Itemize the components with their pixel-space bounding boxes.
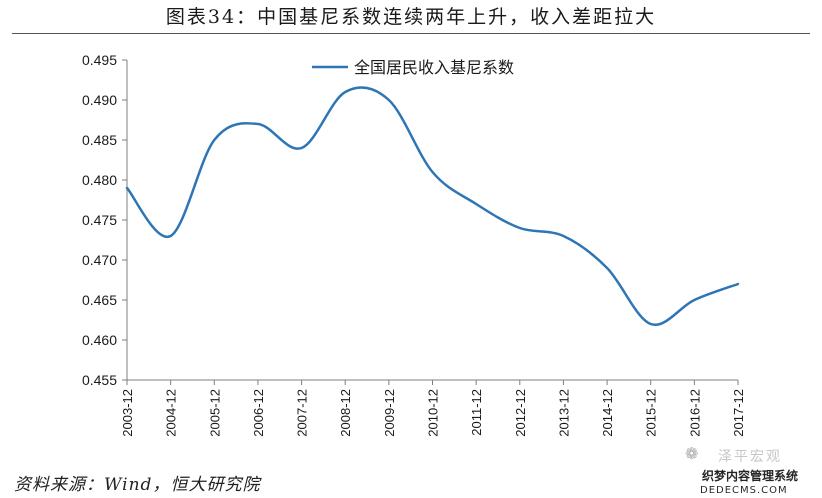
x-tick-label: 2005-12 <box>207 389 222 437</box>
x-tick-label: 2008-12 <box>338 389 353 437</box>
wechat-logo-icon: ❁ <box>685 444 699 463</box>
x-tick-label: 2011-12 <box>469 389 484 436</box>
x-tick-label: 2017-12 <box>731 389 746 437</box>
y-tick-label: 0.475 <box>82 212 117 228</box>
series-layer <box>125 86 740 327</box>
line-chart: 0.455 0.460 0.465 0.470 0.475 0.480 0.485 0.490… <box>82 52 746 437</box>
x-tick-label: 2006-12 <box>251 389 266 437</box>
y-tick-label: 0.455 <box>82 372 117 388</box>
y-tick-label: 0.485 <box>82 132 117 148</box>
x-tick-label: 2009-12 <box>382 389 397 437</box>
chart-axes <box>126 60 738 381</box>
chart-title: 图表34：中国基尼系数连续两年上升，收入差距拉大 <box>165 6 657 28</box>
watermark-line3: DEDECMS.COM <box>700 485 788 496</box>
source-note: 资料来源：Wind，恒大研究院 <box>14 475 261 495</box>
legend: 全国居民收入基尼系数 <box>312 58 514 77</box>
series-line <box>125 86 740 327</box>
watermark-line1: 泽平宏观 <box>718 449 782 465</box>
y-tick-label: 0.465 <box>82 292 117 308</box>
watermark-line2: 织梦内容管理系统 <box>700 466 818 485</box>
x-tick-label: 2014-12 <box>600 389 615 437</box>
y-tick-label: 0.490 <box>82 92 117 108</box>
y-tick-label: 0.480 <box>82 172 117 188</box>
x-axis-ticks: 2003-12 2004-12 2005-12 2006-12 2007-12 2008-… <box>120 380 746 437</box>
title-divider <box>12 33 810 34</box>
legend-label: 全国居民收入基尼系数 <box>354 58 514 77</box>
y-tick-label: 0.460 <box>82 332 117 348</box>
x-tick-label: 2015-12 <box>644 389 659 437</box>
x-tick-label: 2012-12 <box>513 389 528 437</box>
x-tick-label: 2016-12 <box>687 389 702 437</box>
x-tick-label: 2007-12 <box>295 389 310 437</box>
watermark: 泽平宏观 织梦内容管理系统 DEDECMS.COM <box>700 446 818 496</box>
y-tick-label: 0.470 <box>82 252 117 268</box>
x-tick-label: 2004-12 <box>164 389 179 437</box>
x-tick-label: 2013-12 <box>556 389 571 437</box>
x-tick-label: 2010-12 <box>426 389 441 437</box>
y-tick-label: 0.495 <box>82 52 117 68</box>
x-tick-label: 2003-12 <box>120 389 135 437</box>
y-axis-ticks: 0.455 0.460 0.465 0.470 0.475 0.480 0.485 0.490… <box>82 52 127 388</box>
